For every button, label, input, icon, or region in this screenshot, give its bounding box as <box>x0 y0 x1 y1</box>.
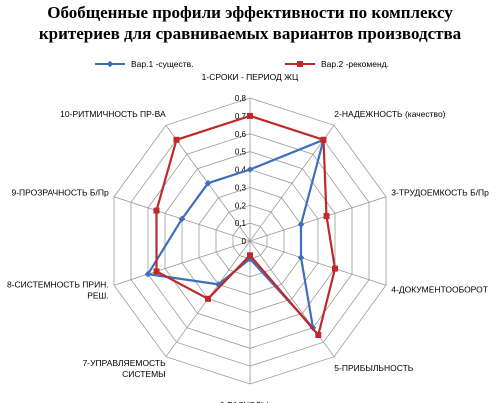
axis-spoke <box>249 125 335 242</box>
radial-tick-labels: 0 0,1 0,2 0,3 0,4 0,5 0,6 0,7 0,8 <box>235 94 247 246</box>
axis-label: 9-ПРОЗРАЧНОСТЬ Б/Пр <box>12 188 109 198</box>
data-point <box>297 254 305 261</box>
chart-title-line-2: критериев для сравниваемых вариантов про… <box>38 24 462 43</box>
data-point <box>153 268 160 275</box>
axis-label-line: РЕШ. <box>87 291 109 301</box>
data-point <box>315 332 322 338</box>
legend-marker <box>106 60 114 68</box>
data-point <box>144 270 152 278</box>
radial-tick-label: 0,6 <box>235 130 247 139</box>
axis-spoke <box>113 240 251 286</box>
axis-label-line: 9-ПРОЗРАЧНОСТЬ Б/Пр <box>12 188 109 198</box>
radial-tick-label: 0,2 <box>235 201 247 210</box>
axis-label: 7-УПРАВЛЯЕМОСТЬ СИСТЕМЫ <box>83 358 167 379</box>
data-point <box>320 136 327 143</box>
axis-label: 2-НАДЕЖНОСТЬ (качество) <box>334 109 445 119</box>
axis-label-line: 5-ПРИБЫЛЬНОСТЬ <box>334 363 414 373</box>
legend-marker <box>297 61 303 67</box>
axis-label-line: 2-НАДЕЖНОСТЬ (качество) <box>334 109 445 119</box>
series-2 <box>153 112 338 338</box>
radial-tick-label: 0 <box>242 237 247 246</box>
data-point <box>247 252 253 259</box>
data-point <box>332 265 338 272</box>
axis-label-line: 3-ТРУДОЕМКОСТЬ Б/Пр <box>391 188 489 198</box>
radial-tick-label: 0,3 <box>235 183 247 192</box>
axis-spoke <box>249 240 335 357</box>
axis-labels: 1-СРОКИ - ПЕРИОД ЖЦ 2-НАДЕЖНОСТЬ (качеств… <box>7 72 489 403</box>
data-point <box>215 281 222 288</box>
legend-label: Вар.1 -существ. <box>131 59 194 69</box>
data-point <box>246 166 254 173</box>
data-point <box>173 136 180 143</box>
axis-label-line: 4-ДОКУМЕНТООБОРОТ <box>391 285 488 295</box>
axis-label-line: 7-УПРАВЛЯЕМОСТЬ <box>83 358 167 368</box>
axis-label: 6-РАСХОДЫ наСОДЕРЖАНИЕ СЛУЖБ <box>203 400 297 403</box>
legend-label: Вар.2 -рекоменд. <box>321 59 389 69</box>
chart-title: Обобщенные профили эффективности по комп… <box>0 2 500 44</box>
axis-label-line: 6-РАСХОДЫ на <box>220 400 281 403</box>
data-point <box>297 221 305 228</box>
axis-label-line: 8-СИСТЕМНОСТЬ ПРИН. <box>7 280 109 290</box>
data-point <box>247 112 253 119</box>
data-point <box>153 207 160 214</box>
axis-label: 4-ДОКУМЕНТООБОРОТ <box>391 285 488 295</box>
data-point <box>205 295 211 302</box>
radial-tick-label: 0,5 <box>235 148 247 157</box>
data-point <box>204 179 212 187</box>
axis-label: 8-СИСТЕМНОСТЬ ПРИН. РЕШ. <box>7 280 109 301</box>
axis-spoke <box>249 196 387 242</box>
radial-tick-label: 0,4 <box>235 166 247 175</box>
data-point <box>323 213 330 220</box>
axis-label: 10-РИТМИЧНОСТЬ ПР-ВА <box>60 109 166 119</box>
chart-title-line-1: Обобщенные профили эффективности по комп… <box>47 3 453 22</box>
axis-label: 3-ТРУДОЕМКОСТЬ Б/Пр <box>391 188 489 198</box>
axis-label: 5-ПРИБЫЛЬНОСТЬ <box>334 363 414 373</box>
radar-grid <box>113 97 387 385</box>
radial-tick-label: 0,1 <box>235 219 247 228</box>
radial-tick-label: 0,7 <box>235 112 247 121</box>
axis-label-line: 10-РИТМИЧНОСТЬ ПР-ВА <box>60 109 166 119</box>
axis-label: 1-СРОКИ - ПЕРИОД ЖЦ <box>202 72 299 82</box>
legend: Вар.1 -существ. Вар.2 -рекоменд. <box>95 59 389 69</box>
radial-tick-label: 0,8 <box>235 94 247 103</box>
data-point <box>178 215 186 223</box>
axis-label-line: 1-СРОКИ - ПЕРИОД ЖЦ <box>202 72 299 82</box>
axis-spoke <box>249 240 387 286</box>
axis-label-line: СИСТЕМЫ <box>122 369 166 379</box>
